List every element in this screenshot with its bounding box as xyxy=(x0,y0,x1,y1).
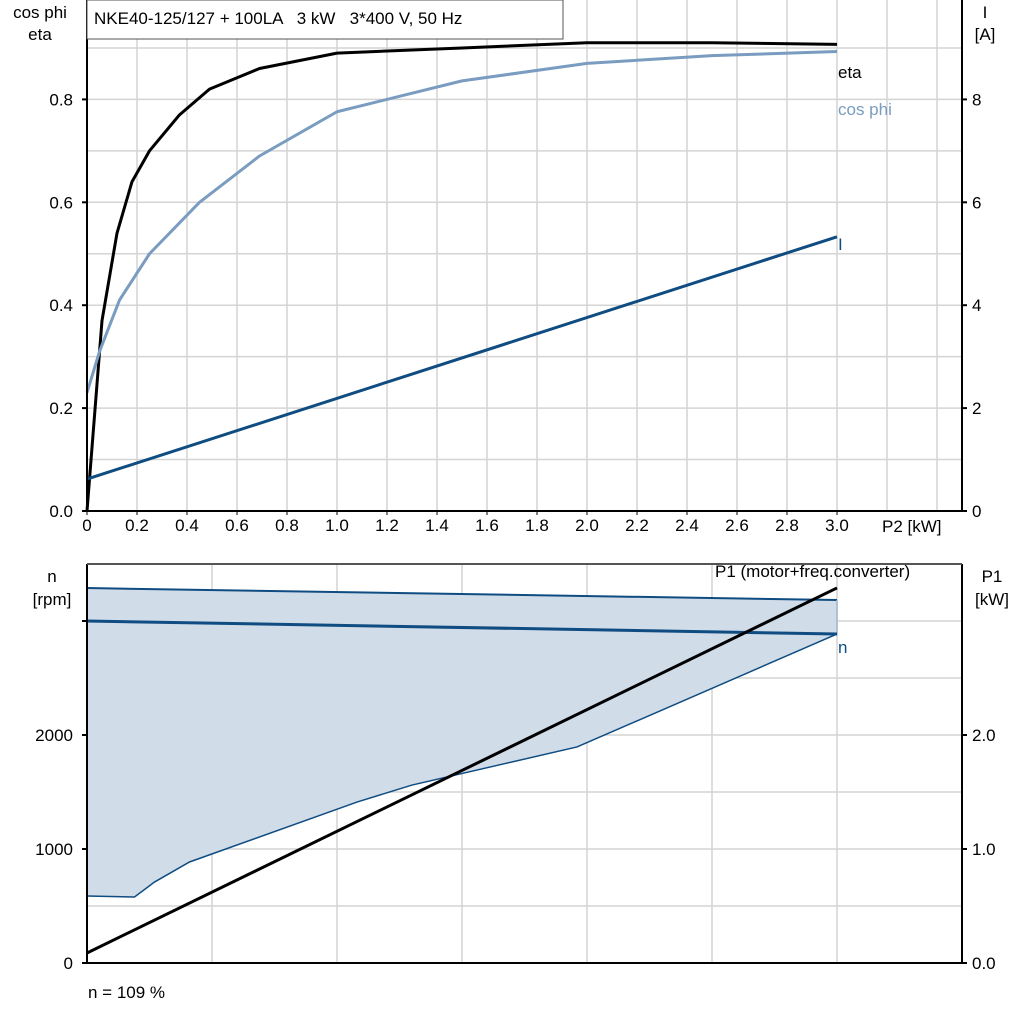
series-line-n xyxy=(86,619,838,636)
series-label-cos-phi: cos phi xyxy=(838,100,892,119)
y-tick-label-right: 2.0 xyxy=(972,726,996,745)
speed-annotation: n = 109 % xyxy=(88,983,165,1002)
series-line-eta xyxy=(85,41,838,512)
x-tick-label: 2.6 xyxy=(725,516,749,535)
y-tick-label-left: 0.8 xyxy=(49,90,73,109)
motor-efficiency-plot: 0 0.2 0.4 0.6 0.8 1.0 1.2 1.4 1.6 1.8 2.0 2.2 2.4 2.6… xyxy=(49,0,981,535)
n-y-label-2: [rpm] xyxy=(33,590,72,609)
series-label-n: n xyxy=(838,638,847,657)
y-tick-label-right: 0.0 xyxy=(972,954,996,973)
y-label-right-1: I xyxy=(983,3,988,22)
series-line-i xyxy=(86,235,838,481)
band-upper-edge xyxy=(86,587,838,602)
x-tick-label: 0 xyxy=(82,516,91,535)
y-tick-label-right: 6 xyxy=(972,193,981,212)
y-label-left-1: cos phi xyxy=(13,3,67,22)
x-tick-label: 2.0 xyxy=(575,516,599,535)
x-tick-label: 1.4 xyxy=(425,516,449,535)
y-label-left-2: eta xyxy=(28,25,52,44)
x-tick-label: 1.8 xyxy=(525,516,549,535)
y-tick-label-right: 1.0 xyxy=(972,840,996,859)
y-tick-label-left: 0.6 xyxy=(49,193,73,212)
p1-y-label-1: P1 xyxy=(982,567,1003,586)
x-tick-label: 0.2 xyxy=(125,516,149,535)
x-tick-label: 1.0 xyxy=(325,516,349,535)
n-y-label-1: n xyxy=(47,567,56,586)
y-tick-label-left: 1000 xyxy=(35,840,73,859)
y-tick-label-left: 0.2 xyxy=(49,399,73,418)
series-line-cos xyxy=(85,50,838,394)
x-axis-label: P2 [kW] xyxy=(882,517,942,536)
p1-y-label-2: [kW] xyxy=(975,590,1009,609)
y-tick-label-left: 0.0 xyxy=(49,502,73,521)
x-tick-label: 2.2 xyxy=(625,516,649,535)
title-box xyxy=(86,0,564,40)
x-tick-label: 1.2 xyxy=(375,516,399,535)
x-tick-label: 0.4 xyxy=(175,516,199,535)
x-tick-label: 3.0 xyxy=(825,516,849,535)
y-tick-label-left: 2000 xyxy=(35,726,73,745)
y-tick-label-right: 0 xyxy=(972,502,981,521)
series-label-current: I xyxy=(838,235,843,254)
y-tick-label-right: 8 xyxy=(972,90,981,109)
speed-power-plot: 0 1000 2000 0.0 1.0 2.0 xyxy=(35,563,996,973)
y-tick-label-right: 4 xyxy=(972,296,981,315)
series-label-p1: P1 (motor+freq.converter) xyxy=(715,562,910,581)
y-tick-label-left: 0.4 xyxy=(49,296,73,315)
series-label-eta: eta xyxy=(838,63,862,82)
x-tick-label: 0.6 xyxy=(225,516,249,535)
y-label-right-2: [A] xyxy=(975,25,996,44)
speed-range-band xyxy=(87,588,837,897)
y-tick-label-right: 2 xyxy=(972,399,981,418)
chart-title: NKE40-125/127 + 100LA 3 kW 3*400 V, 50 H… xyxy=(94,9,462,28)
y-tick-label-left: 0 xyxy=(64,954,73,973)
x-tick-label: 0.8 xyxy=(275,516,299,535)
series-line-p1 xyxy=(86,586,838,955)
band-lower-edge xyxy=(86,633,838,898)
x-tick-label: 2.8 xyxy=(775,516,799,535)
x-tick-label: 1.6 xyxy=(475,516,499,535)
x-tick-label: 2.4 xyxy=(675,516,699,535)
labels: NKE40-125/127 + 100LA 3 kW 3*400 V, 50 H… xyxy=(13,0,1009,1002)
